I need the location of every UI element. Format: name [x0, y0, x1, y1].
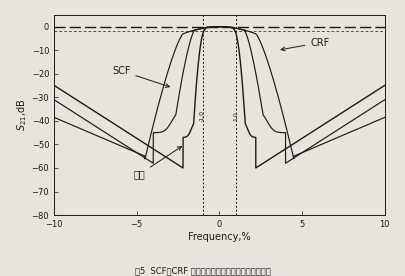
Text: 图5  SCF、CRF 及梯型结构滤波器频率响应曲线比较: 图5 SCF、CRF 及梯型结构滤波器频率响应曲线比较: [134, 266, 271, 275]
Text: 梯型: 梯型: [133, 147, 181, 179]
Text: SCF: SCF: [112, 66, 169, 87]
Y-axis label: $S_{21}$,dB: $S_{21}$,dB: [15, 99, 29, 131]
Text: -1.0: -1.0: [200, 110, 205, 122]
Text: 1.0: 1.0: [234, 111, 239, 121]
X-axis label: Frequency,%: Frequency,%: [188, 232, 251, 242]
Text: CRF: CRF: [281, 38, 330, 51]
